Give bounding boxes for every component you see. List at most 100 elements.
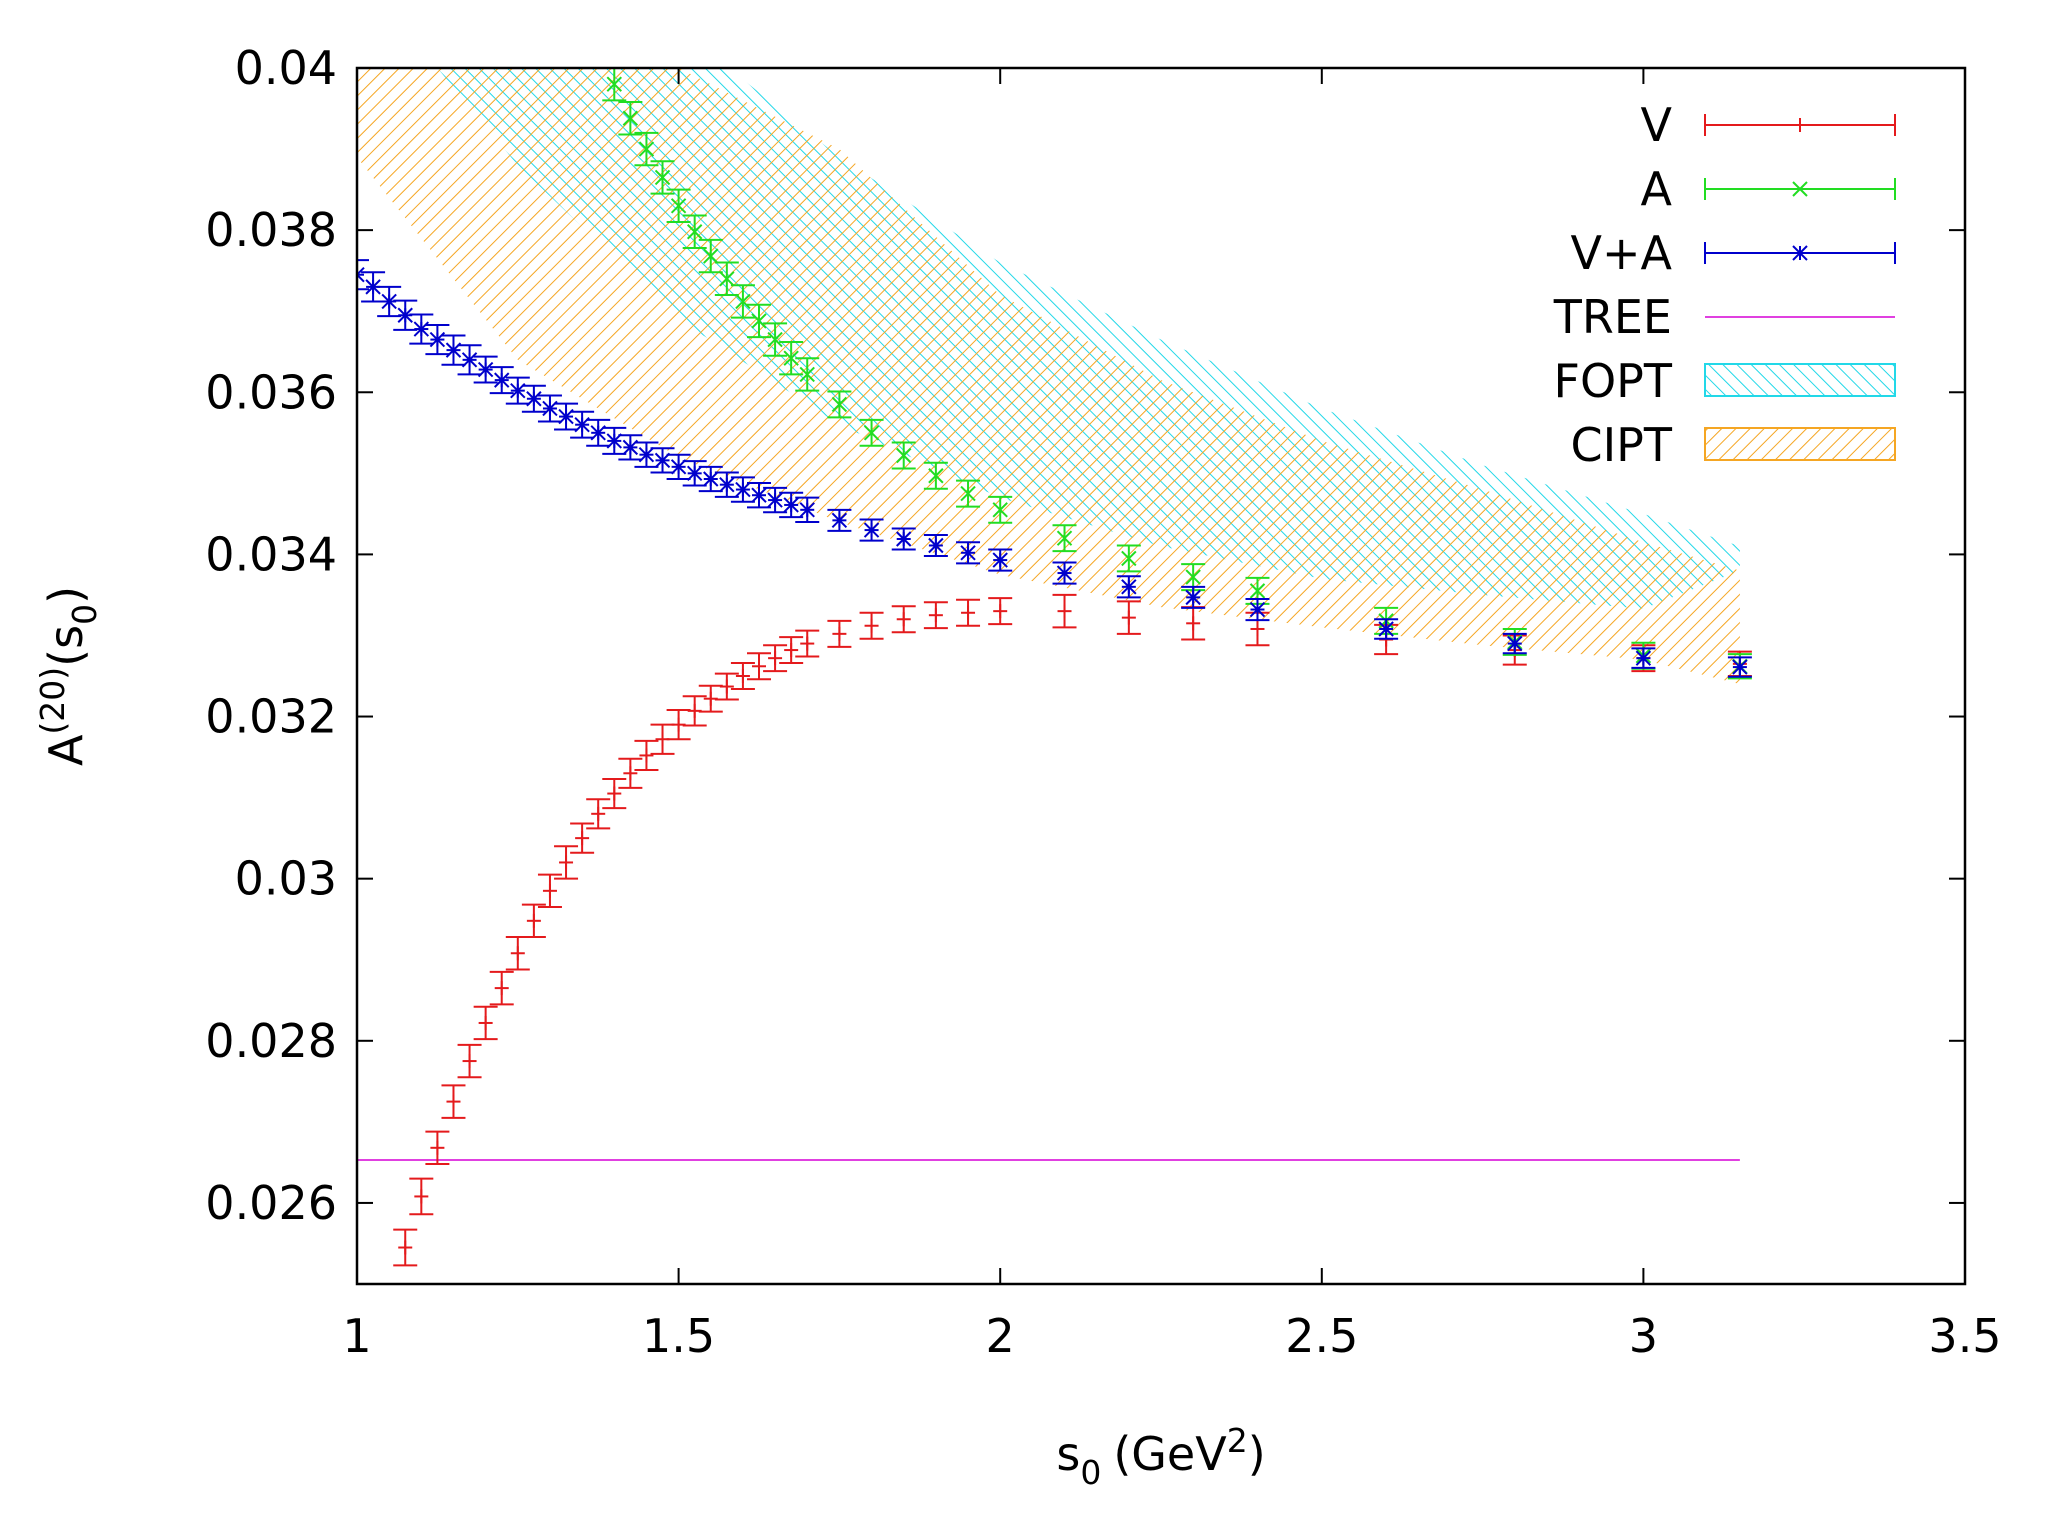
data-point-a [650, 160, 675, 195]
marker-stroke [783, 497, 799, 513]
marker-stroke [1121, 550, 1137, 567]
marker-stroke [928, 468, 944, 484]
data-point-v [682, 695, 707, 727]
marker-stroke [1732, 659, 1748, 675]
data-point-v [956, 598, 981, 627]
marker-stroke [960, 485, 976, 502]
y-axis-symbol: A [39, 734, 93, 766]
data-points [357, 68, 1752, 1267]
marker-stroke [606, 76, 622, 92]
marker-stroke [783, 350, 799, 366]
data-point-va [988, 548, 1013, 572]
data-point-v [505, 936, 530, 971]
data-point-v [698, 684, 723, 713]
y-tick-label: 0.038 [205, 203, 337, 257]
marker-stroke [992, 502, 1008, 518]
data-point-va [923, 533, 948, 558]
marker-stroke [1121, 579, 1137, 595]
marker-stroke [831, 396, 848, 413]
y-tick-label: 0.028 [205, 1014, 337, 1068]
data-point-v [409, 1177, 434, 1216]
marker-stroke [477, 361, 494, 378]
data-point-va [730, 476, 755, 503]
data-point-va [1727, 656, 1752, 678]
legend-label-tree: TREE [1553, 290, 1672, 344]
marker-stroke [799, 502, 815, 518]
data-point-va [747, 482, 771, 509]
legend-entry-tree: TREE [1553, 290, 1895, 344]
marker-stroke [1792, 181, 1808, 197]
data-point-va [457, 344, 482, 376]
x-axis-label: s0 (GeV2) [1056, 1421, 1265, 1492]
data-point-v [1116, 600, 1141, 635]
data-point-va [859, 518, 884, 542]
data-point-v [859, 611, 884, 640]
y-tick-label: 0.026 [205, 1176, 337, 1230]
marker-stroke [638, 446, 655, 463]
x-tick-label: 2.5 [1285, 1309, 1358, 1363]
data-point-a [698, 238, 723, 274]
marker-stroke [357, 273, 365, 283]
y-tick-label: 0.034 [205, 527, 337, 581]
marker-stroke [622, 110, 639, 126]
data-point-v [554, 845, 579, 880]
data-point-v [747, 652, 771, 681]
legend-key-va [1704, 242, 1896, 264]
data-point-v [425, 1130, 450, 1166]
data-point-va [357, 259, 369, 291]
marker-stroke [654, 169, 671, 186]
data-point-v [714, 672, 739, 701]
x-tick-label: 3 [1629, 1309, 1658, 1363]
data-point-a [923, 461, 948, 490]
marker-stroke [1635, 650, 1652, 666]
y-axis-subscript: 0 [65, 604, 104, 625]
marker-stroke [863, 425, 880, 441]
x-axis-unit: (GeV [1113, 1427, 1227, 1481]
data-point-v [473, 1005, 498, 1041]
data-point-va [473, 355, 498, 384]
data-point-v [891, 605, 916, 634]
data-point-v [795, 629, 820, 658]
marker-stroke [719, 476, 735, 493]
plot-frame [355, 66, 1967, 1286]
marker-stroke [799, 366, 815, 383]
data-point-va [795, 496, 820, 523]
data-point-a [827, 390, 852, 419]
marker-stroke [654, 452, 671, 469]
data-point-va [1181, 585, 1206, 609]
marker-stroke [686, 224, 703, 240]
marker-stroke [1056, 565, 1073, 581]
axis-ticks: 1 1.5 2 2.5 3 3.5 0.026 0.028 0.03 0.032 0.034 0.03… [205, 41, 2001, 1363]
data-point-a [730, 284, 755, 319]
data-point-v [570, 822, 595, 854]
data-point-a [618, 101, 643, 136]
marker-stroke [928, 537, 944, 554]
marker-stroke [606, 433, 622, 449]
data-point-a [602, 68, 627, 102]
data-point-a [682, 214, 707, 249]
x-axis-close: ) [1248, 1427, 1266, 1481]
y-axis-arg-close: ) [39, 586, 93, 604]
data-point-a [1052, 524, 1077, 553]
marker-stroke [896, 447, 912, 464]
marker-stroke [526, 391, 542, 407]
data-point-va [618, 434, 643, 461]
marker-stroke [365, 279, 381, 295]
marker-stroke [686, 465, 703, 482]
data-point-va [537, 394, 562, 423]
marker-stroke [670, 198, 687, 214]
x-tick-label: 2 [986, 1309, 1015, 1363]
data-point-a [1116, 544, 1141, 573]
y-tick-label: 0.032 [205, 690, 337, 744]
data-point-va [714, 471, 739, 498]
marker-stroke [863, 522, 880, 538]
data-point-va [521, 384, 546, 413]
data-point-a [956, 479, 981, 508]
marker-stroke [1249, 583, 1266, 599]
data-point-va [1631, 647, 1656, 669]
legend-entry-va: V+A [1571, 226, 1896, 280]
marker-stroke [670, 459, 687, 475]
marker-stroke [831, 512, 848, 529]
marker-stroke [751, 313, 767, 329]
legend-label-va: V+A [1571, 226, 1673, 280]
